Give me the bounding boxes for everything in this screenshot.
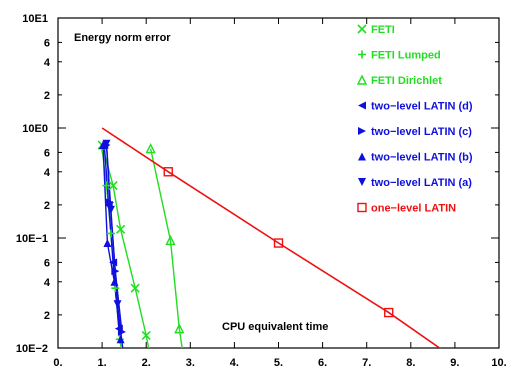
y-minor-tick-label: 2: [44, 200, 50, 212]
y-minor-tick-label: 4: [44, 57, 51, 69]
series-marker-3: [109, 258, 118, 267]
x-tick-label: 0.: [53, 357, 62, 369]
y-minor-tick-label: 2: [44, 90, 50, 102]
legend-label-2: FETI Dirichlet: [371, 75, 442, 87]
legend-marker-4: [358, 127, 366, 135]
legend-marker-5: [358, 152, 366, 161]
legend-label-7: one−level LATIN: [371, 203, 456, 215]
series-marker-2: [165, 234, 176, 246]
legend-label-4: two−level LATIN (c): [371, 126, 472, 138]
series-marker-6: [102, 139, 111, 148]
legend-marker-3: [358, 101, 366, 110]
x-tick-label: 7.: [362, 357, 371, 369]
series-marker-7: [384, 307, 394, 318]
series-marker-5: [98, 141, 107, 150]
legend-label-1: FETI Lumped: [371, 50, 441, 62]
series-marker-2: [174, 323, 185, 334]
legend-marker-7: [357, 202, 367, 213]
x-tick-label: 1.: [98, 357, 107, 369]
y-major-tick-label: 10E−1: [16, 233, 48, 245]
legend-label-3: two−level LATIN (d): [371, 101, 473, 113]
x-tick-label: 8.: [406, 357, 415, 369]
legend-label-5: two−level LATIN (b): [371, 152, 473, 164]
series-marker-5: [116, 335, 125, 344]
series-line-7: [101, 127, 441, 348]
legend-label-6: two−level LATIN (a): [371, 177, 472, 189]
series-marker-5: [103, 239, 112, 248]
series-marker-6: [113, 300, 122, 309]
y-major-tick-label: 10E1: [22, 13, 48, 25]
series-marker-6: [106, 205, 115, 214]
series-markers: [97, 139, 394, 344]
legend-marker-0: [357, 24, 367, 34]
legend-marker-6: [358, 178, 366, 186]
series-marker-4: [106, 198, 115, 207]
series-marker-5: [110, 277, 119, 286]
x-tick-label: 3.: [186, 357, 195, 369]
series-marker-4: [111, 267, 120, 276]
x-tick-label: 4.: [230, 357, 239, 369]
legend-label-0: FETI: [371, 24, 395, 36]
y-minor-tick-label: 2: [44, 310, 50, 322]
series-line-2: [149, 148, 183, 348]
series-marker-1: [106, 229, 115, 238]
series-marker-4: [117, 327, 126, 336]
legend-marker-1: [358, 50, 366, 59]
series-marker-0: [130, 283, 140, 293]
x-tick-label: 9.: [450, 357, 459, 369]
axis-ticks: [57, 17, 500, 349]
y-minor-tick-label: 6: [44, 147, 50, 159]
series-marker-2: [145, 143, 156, 154]
x-tick-label: 5.: [274, 357, 283, 369]
series-marker-7: [163, 167, 173, 177]
y-minor-tick-label: 6: [44, 257, 50, 269]
series-marker-7: [273, 238, 284, 248]
y-minor-tick-label: 4: [44, 167, 51, 179]
series-marker-0: [116, 224, 126, 234]
x-tick-label: 10.: [491, 357, 506, 369]
series-marker-0: [141, 330, 151, 341]
annotation-cpu-equivalent-time: CPU equivalent time: [222, 321, 328, 333]
y-major-tick-label: 10E0: [22, 123, 48, 135]
x-tick-label: 2.: [142, 357, 151, 369]
y-major-tick-label: 10E−2: [16, 343, 48, 355]
series-marker-1: [102, 181, 111, 190]
annotation-energy-norm-error: Energy norm error: [74, 32, 171, 44]
legend: FETI FETI Lumped FETI Dirichlet two−level L…: [356, 24, 473, 215]
series-line-0: [101, 144, 150, 348]
axis-tick-labels: 0. 1. 2. 3. 4. 5. 6. 7. 8. 9. 10. 10E1 10E0 10E−1 10E−…: [16, 13, 507, 369]
legend-marker-2: [356, 74, 368, 85]
y-minor-tick-label: 6: [44, 37, 50, 49]
y-minor-tick-label: 4: [44, 277, 51, 289]
x-tick-label: 6.: [318, 357, 327, 369]
series-marker-0: [108, 180, 118, 191]
